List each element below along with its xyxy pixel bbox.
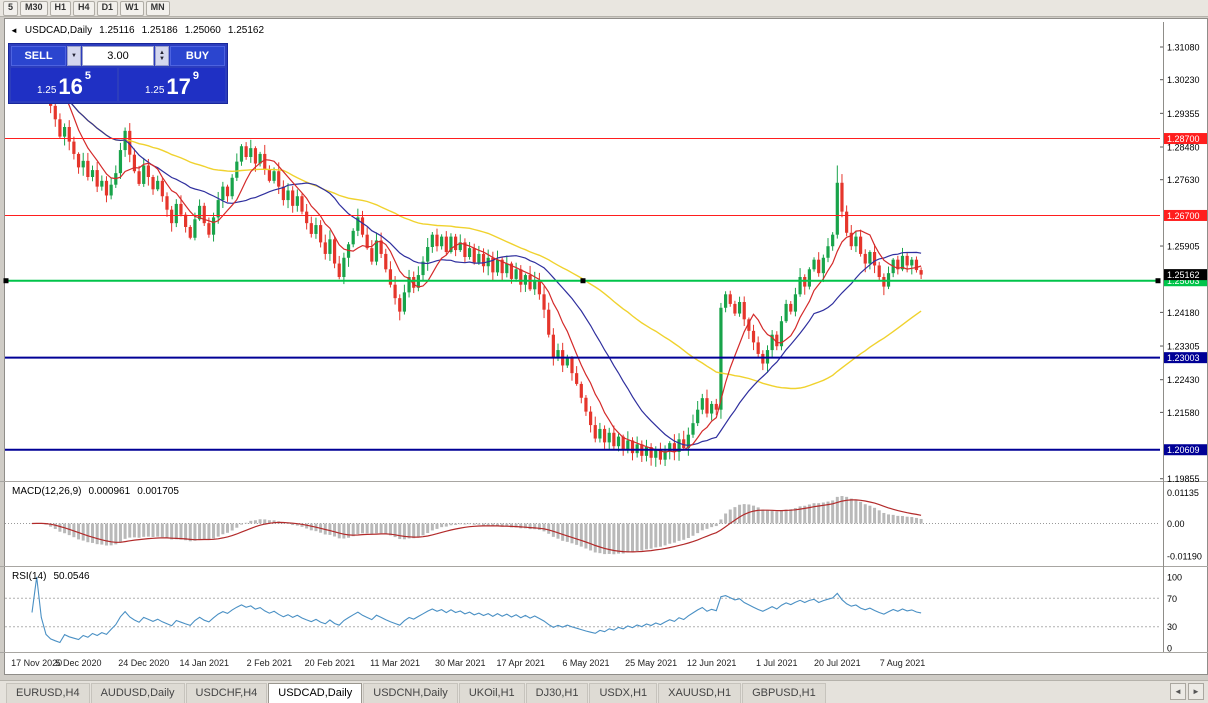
chart-tab[interactable]: GBPUSD,H1: [742, 683, 826, 703]
macd-value-1: 0.000961: [88, 486, 131, 497]
chart-symbol: USDCAD,Daily: [24, 25, 93, 36]
chart-tab[interactable]: XAUUSD,H1: [658, 683, 742, 703]
ohlc-high: 1.25186: [141, 25, 178, 36]
chart-tab[interactable]: USDCNH,Daily: [363, 683, 458, 703]
timeframe-button-5[interactable]: 5: [3, 0, 19, 16]
collapse-icon[interactable]: ◄: [10, 26, 18, 35]
timeframe-button-mn[interactable]: MN: [145, 0, 170, 16]
rsi-value: 50.0546: [53, 571, 90, 582]
chart-window[interactable]: [4, 18, 1208, 675]
rsi-indicator-label: RSI(14) 50.0546: [12, 571, 90, 582]
spin-up-icon: ▲: [159, 50, 165, 56]
spin-down-icon: ▼: [159, 56, 165, 62]
macd-name: MACD(12,26,9): [12, 486, 82, 497]
volume-spinner[interactable]: ▲ ▼: [155, 46, 169, 66]
chart-tab[interactable]: USDCHF,H4: [185, 683, 268, 703]
timeframe-button-h4[interactable]: H4: [73, 0, 95, 16]
ask-pipette: 9: [192, 70, 200, 82]
ask-big-digits: 17: [166, 74, 191, 99]
ohlc-open: 1.25116: [99, 25, 135, 36]
sell-button[interactable]: SELL: [11, 46, 66, 66]
chart-tabs: EURUSD,H4 AUDUSD,Daily USDCHF,H4 USDCAD,Dai…: [6, 683, 827, 703]
chart-tab[interactable]: USDCAD,Daily: [268, 683, 363, 703]
chart-tab[interactable]: UKOil,H1: [458, 683, 525, 703]
timeframe-button-h1[interactable]: H1: [49, 0, 72, 16]
timeframe-button-m30[interactable]: M30: [20, 0, 48, 16]
chart-tab[interactable]: DJ30,H1: [525, 683, 589, 703]
volume-dropdown-button[interactable]: ▼: [67, 46, 81, 66]
tabs-scroll: ◄ ►: [1170, 683, 1204, 703]
bid-prefix: 1.25: [36, 85, 57, 96]
one-click-trading-panel: SELL ▼ ▲ ▼ BUY 1.25 16 5 1.25 17 9: [8, 43, 228, 104]
ohlc-close: 1.25162: [227, 25, 265, 36]
timeframe-toolbar: 5 M30 H1 H4 D1 W1 MN: [0, 0, 1208, 17]
bid-big-digits: 16: [58, 74, 83, 99]
chart-tab[interactable]: EURUSD,H4: [6, 683, 90, 703]
tabs-scroll-left-button[interactable]: ◄: [1170, 683, 1186, 700]
timeframe-button-w1[interactable]: W1: [120, 0, 144, 16]
timeframe-button-d1[interactable]: D1: [96, 0, 119, 16]
chart-tab[interactable]: USDX,H1: [589, 683, 658, 703]
ask-price[interactable]: 1.25 17 9: [119, 68, 225, 101]
rsi-name: RSI(14): [12, 571, 47, 582]
macd-indicator-label: MACD(12,26,9) 0.000961 0.001705: [12, 486, 179, 497]
macd-value-2: 0.001705: [137, 486, 179, 497]
chart-tabs-bar: EURUSD,H4 AUDUSD,Daily USDCHF,H4 USDCAD,Dai…: [0, 680, 1208, 703]
chevron-down-icon: ▼: [71, 53, 77, 59]
chart-title: ◄ USDCAD,Daily 1.25116 1.25186 1.25060 1…: [10, 25, 264, 36]
ask-prefix: 1.25: [144, 85, 165, 96]
bid-pipette: 5: [84, 70, 92, 82]
chart-tab[interactable]: AUDUSD,Daily: [90, 683, 185, 703]
buy-button[interactable]: BUY: [170, 46, 225, 66]
bid-price[interactable]: 1.25 16 5: [11, 68, 117, 101]
volume-input[interactable]: [82, 46, 154, 66]
ohlc-low: 1.25060: [184, 25, 221, 36]
tabs-scroll-right-button[interactable]: ►: [1188, 683, 1204, 700]
